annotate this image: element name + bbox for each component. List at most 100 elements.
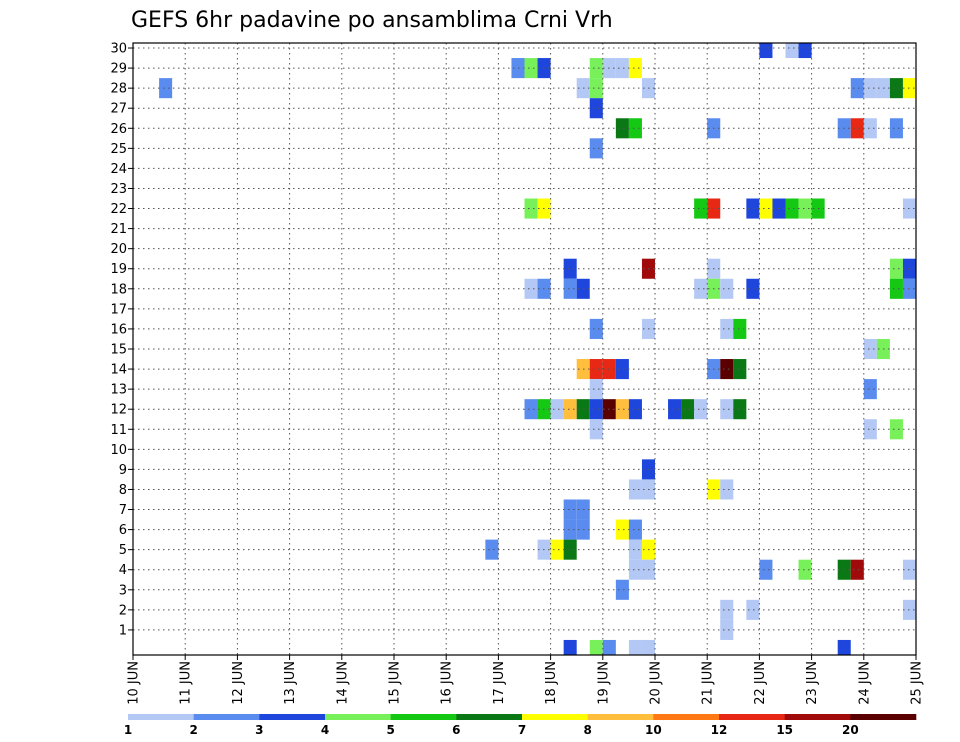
y-tick-label: 7	[119, 503, 127, 518]
colorbar-label: 10	[645, 723, 662, 737]
data-cell	[798, 43, 812, 59]
y-tick-label: 30	[110, 42, 127, 57]
data-cell	[524, 198, 538, 219]
y-tick-label: 15	[110, 343, 127, 358]
data-cell	[746, 278, 760, 299]
data-cell	[850, 118, 864, 139]
data-cell	[563, 519, 577, 540]
data-cell	[563, 499, 577, 520]
y-tick-label: 29	[110, 62, 127, 77]
colorbar-label: 15	[776, 723, 793, 737]
colorbar-label: 2	[189, 723, 197, 737]
colorbar-label: 12	[711, 723, 728, 737]
x-tick-label: 21 JUN	[701, 661, 716, 705]
y-tick-label: 2	[119, 603, 127, 618]
data-cell	[615, 58, 629, 79]
data-cell	[589, 359, 603, 380]
x-tick-label: 13 JUN	[283, 661, 298, 705]
x-axis: 10 JUN 11 JUN 12 JUN 13 JUN 14 JUN 15 JUN 16 J…	[127, 655, 925, 705]
data-cell	[589, 138, 603, 159]
data-cell	[759, 198, 773, 219]
data-cell	[628, 479, 642, 500]
data-cell	[563, 639, 577, 655]
data-cell	[863, 338, 877, 360]
y-tick-label: 14	[110, 363, 127, 378]
data-cell	[694, 399, 708, 420]
data-cell	[159, 78, 173, 99]
data-cell	[615, 399, 629, 420]
y-tick-label: 24	[110, 162, 127, 177]
data-cell	[628, 559, 642, 580]
data-cell	[681, 399, 695, 420]
data-cell	[785, 43, 799, 59]
x-tick-label: 20 JUN	[649, 661, 664, 705]
y-tick-label: 9	[119, 463, 127, 478]
colorbar-swatch	[259, 714, 326, 720]
colorbar: 1 2 3 4 5 6 7 8 10 12 15 20	[124, 714, 917, 737]
data-cell	[589, 379, 603, 400]
colorbar-swatch	[325, 714, 391, 720]
colorbar-label: 6	[452, 723, 460, 737]
colorbar-swatch	[522, 714, 588, 720]
x-tick-label: 25 JUN	[910, 661, 925, 705]
colorbar-swatch	[587, 714, 654, 720]
y-tick-label: 19	[110, 262, 127, 277]
data-cell	[889, 278, 903, 299]
data-cell	[759, 559, 773, 580]
data-cell	[615, 118, 629, 139]
colorbar-label: 3	[255, 723, 263, 737]
colorbar-label: 8	[583, 723, 591, 737]
data-cell	[550, 539, 564, 560]
data-cell	[785, 198, 799, 219]
data-cell	[563, 258, 577, 279]
y-tick-label: 4	[119, 563, 127, 578]
data-cell	[863, 78, 877, 99]
data-cell	[889, 419, 903, 440]
colorbar-label: 20	[842, 723, 859, 737]
data-cell	[850, 559, 864, 580]
data-cell	[563, 399, 577, 420]
data-cell	[850, 78, 864, 99]
data-cell	[733, 318, 747, 339]
y-tick-label: 28	[110, 82, 127, 97]
y-tick-label: 12	[110, 403, 127, 418]
colorbar-swatch	[653, 714, 720, 720]
data-cell	[589, 58, 603, 79]
colorbar-swatch	[456, 714, 523, 720]
y-tick-label: 11	[110, 423, 127, 438]
colorbar-label: 4	[321, 723, 329, 737]
x-tick-label: 22 JUN	[753, 661, 768, 705]
y-tick-label: 17	[110, 302, 127, 317]
x-tick-label: 19 JUN	[596, 661, 611, 705]
data-cell	[641, 639, 655, 655]
y-tick-label: 8	[119, 483, 127, 498]
colorbar-label: 7	[518, 723, 526, 737]
y-tick-label: 16	[110, 322, 127, 337]
data-cell	[759, 43, 773, 59]
data-cell	[628, 118, 642, 139]
data-cell	[628, 539, 642, 560]
data-cell	[563, 278, 577, 299]
data-cell	[720, 479, 734, 500]
x-tick-label: 15 JUN	[388, 661, 403, 705]
data-cell	[628, 58, 642, 79]
x-tick-label: 12 JUN	[231, 661, 246, 705]
x-tick-label: 17 JUN	[492, 661, 507, 705]
data-cell	[720, 278, 734, 299]
data-cell	[615, 579, 629, 600]
data-cell	[524, 278, 538, 299]
y-tick-label: 3	[119, 583, 127, 598]
colorbar-swatch	[850, 714, 917, 720]
y-axis: 1234567891011121314151617181920212223242…	[110, 42, 133, 638]
data-cells	[159, 43, 916, 655]
y-tick-label: 18	[110, 282, 127, 297]
x-tick-label: 23 JUN	[805, 661, 820, 705]
colorbar-swatch	[719, 714, 785, 720]
data-cell	[720, 359, 734, 380]
data-cell	[589, 78, 603, 99]
x-tick-label: 14 JUN	[335, 661, 350, 705]
data-cell	[733, 359, 747, 380]
y-tick-label: 27	[110, 102, 127, 117]
x-tick-label: 11 JUN	[179, 661, 194, 705]
y-tick-label: 20	[110, 242, 127, 257]
